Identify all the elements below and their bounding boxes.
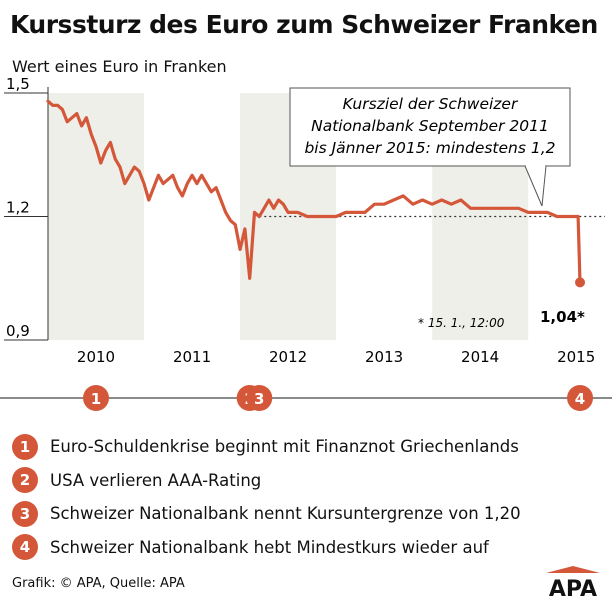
legend-item: 2 USA verlieren AAA-Rating xyxy=(12,464,602,498)
y-tick-label: 1,5 xyxy=(6,75,30,93)
legend-text: Schweizer Nationalbank nennt Kursuntergr… xyxy=(50,504,521,524)
footnote: * 15. 1., 12:00 xyxy=(418,316,505,330)
end-point xyxy=(575,277,586,288)
legend-item: 1 Euro-Schuldenkrise beginnt mit Finanzn… xyxy=(12,430,602,464)
legend-list: 1 Euro-Schuldenkrise beginnt mit Finanzn… xyxy=(12,430,602,564)
legend-badge: 4 xyxy=(12,534,38,561)
legend-text: Euro-Schuldenkrise beginnt mit Finanznot… xyxy=(50,437,519,457)
x-tick-label: 2014 xyxy=(461,348,499,366)
event-badge: 4 xyxy=(567,385,594,411)
x-tick-label: 2012 xyxy=(269,348,307,366)
legend-text: USA verlieren AAA-Rating xyxy=(50,470,262,490)
annotation-line-1: Kursziel der Schweizer xyxy=(343,95,519,113)
final-value-label: 1,04* xyxy=(540,308,585,326)
legend-item: 4 Schweizer Nationalbank hebt Mindestkur… xyxy=(12,531,602,565)
legend-badge: 3 xyxy=(12,500,38,527)
event-badge: 3 xyxy=(246,385,273,411)
annotation-line-3: bis Jänner 2015: mindestens 1,2 xyxy=(304,139,555,157)
event-badges: 1234 xyxy=(83,385,594,411)
line-chart: 0,9 1,2 1,5 2010 2011 2012 2013 2014 2015 Kurszi… xyxy=(0,75,612,411)
year-band xyxy=(48,93,145,340)
legend-badge: 2 xyxy=(12,467,38,494)
logo-text: APA xyxy=(549,577,597,598)
legend-badge: 1 xyxy=(12,433,38,460)
event-badge-label: 1 xyxy=(91,390,101,408)
y-tick-label: 0,9 xyxy=(6,322,30,340)
x-tick-label: 2015 xyxy=(557,348,595,366)
event-badge-label: 3 xyxy=(254,390,264,408)
x-tick-label: 2011 xyxy=(173,348,211,366)
annotation-line-2: Nationalbank September 2011 xyxy=(311,117,549,135)
event-badge-label: 4 xyxy=(575,390,585,408)
page-title: Kurssturz des Euro zum Schweizer Franken xyxy=(10,10,598,39)
axes: 0,9 1,2 1,5 2010 2011 2012 2013 2014 2015 xyxy=(4,75,595,366)
annotation-callout: Kursziel der Schweizer Nationalbank Sept… xyxy=(289,87,571,207)
x-tick-label: 2013 xyxy=(365,348,403,366)
apa-logo: APA xyxy=(546,566,600,598)
legend-item: 3 Schweizer Nationalbank nennt Kursunter… xyxy=(12,497,602,531)
x-tick-label: 2010 xyxy=(77,348,115,366)
y-tick-label: 1,2 xyxy=(6,199,30,217)
chart-subtitle: Wert eines Euro in Franken xyxy=(12,57,227,76)
event-badge: 1 xyxy=(83,385,110,411)
legend-text: Schweizer Nationalbank hebt Mindestkurs … xyxy=(50,537,489,557)
source-credit: Grafik: © APA, Quelle: APA xyxy=(12,576,185,591)
series-line xyxy=(46,99,582,284)
